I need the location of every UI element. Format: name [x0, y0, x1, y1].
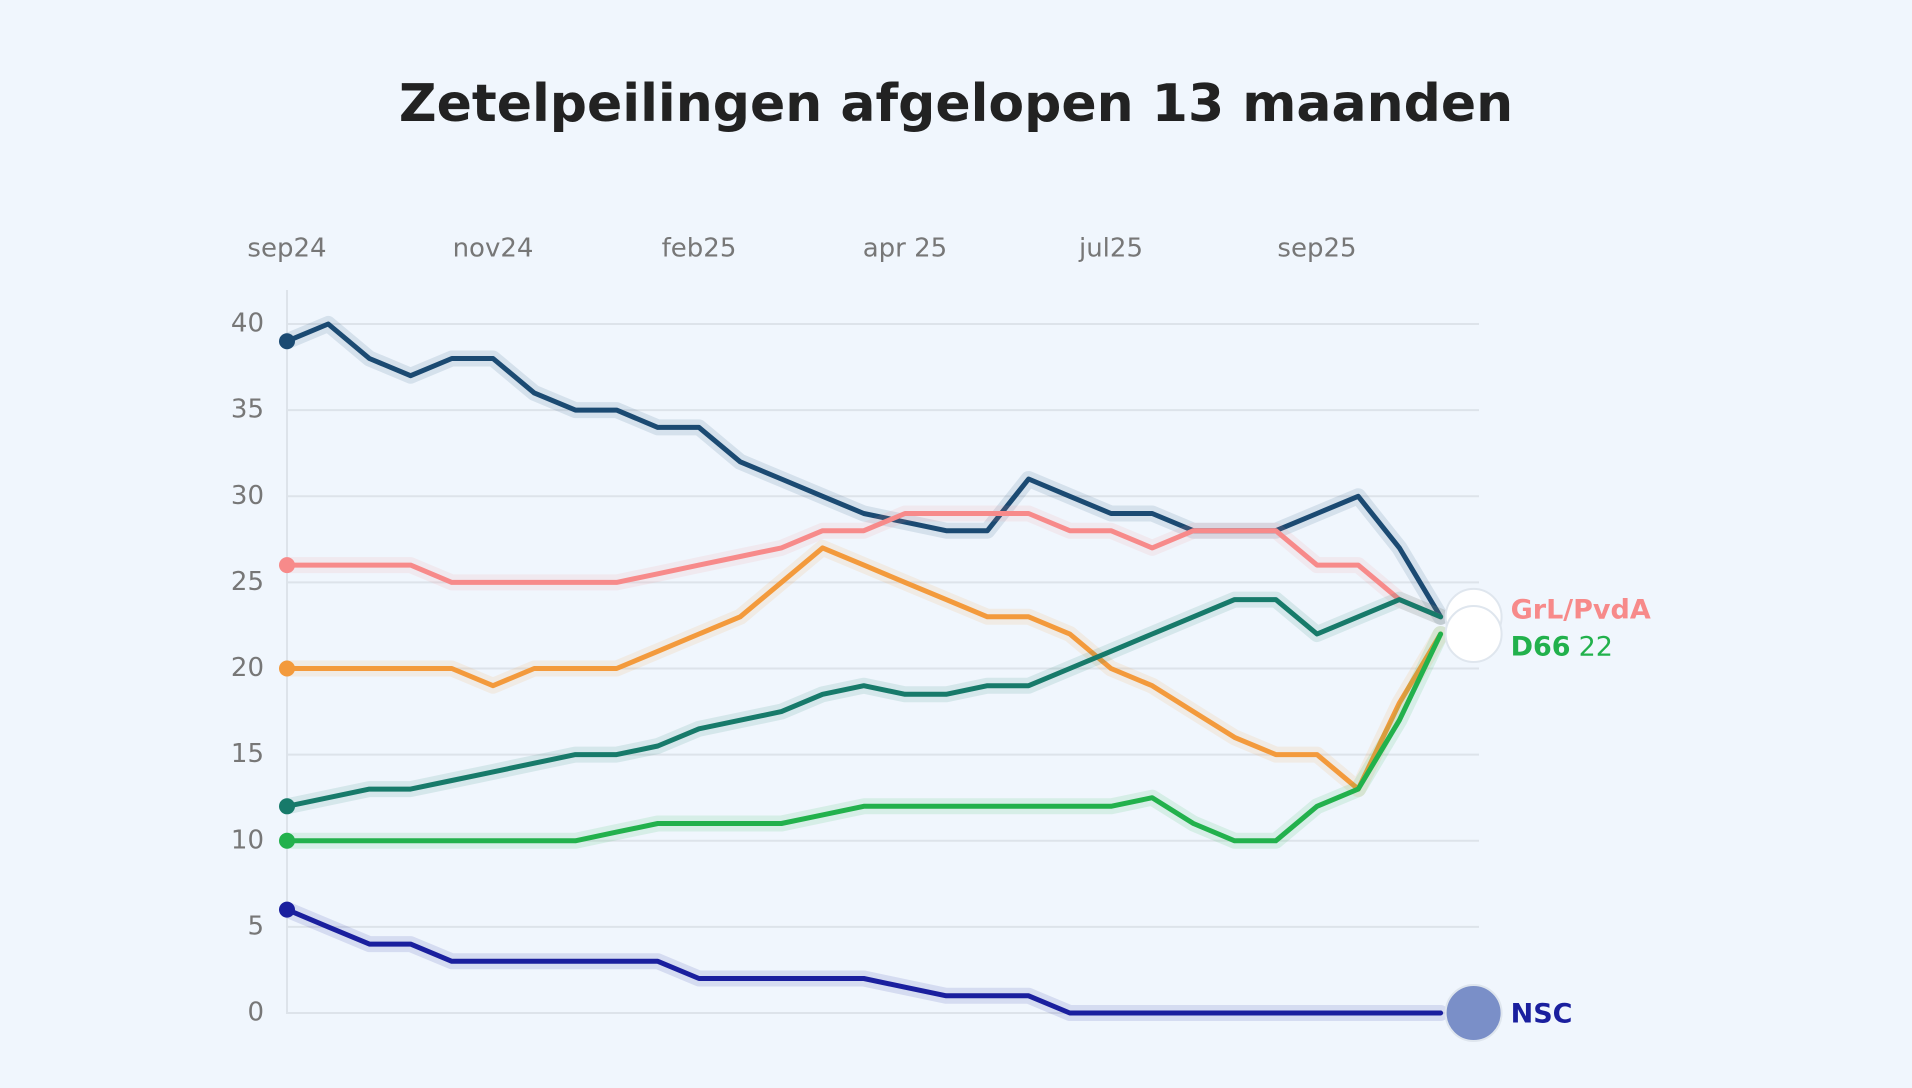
y-tick-label: 5	[247, 911, 264, 941]
x-tick-label: jul25	[1078, 234, 1143, 264]
start-dot	[279, 660, 295, 677]
line	[284, 907, 1444, 1016]
y-tick-label: 20	[231, 653, 264, 683]
party-logo	[1444, 605, 1503, 664]
y-tick-label: 15	[231, 739, 264, 769]
y-tick-label: 10	[231, 825, 264, 855]
y-tick-label: 25	[231, 567, 264, 597]
line	[284, 631, 1444, 844]
line	[284, 511, 1444, 620]
party-logo	[1444, 984, 1503, 1042]
line	[284, 545, 1444, 792]
start-dot	[279, 832, 295, 849]
line	[284, 597, 1444, 809]
x-tick-label: sep25	[1277, 234, 1356, 264]
y-tick-label: 30	[231, 481, 264, 511]
x-tick-label: nov24	[453, 234, 534, 264]
end-label: GrL/PvdA	[1511, 594, 1651, 625]
x-tick-label: sep24	[247, 234, 326, 264]
start-dot	[279, 557, 295, 574]
end-label: D66	[1511, 632, 1571, 663]
start-dot	[279, 333, 295, 350]
start-dot	[279, 798, 295, 815]
x-tick-label: feb25	[662, 234, 737, 264]
chart-title: Zetelpeilingen afgelopen 13 maanden	[399, 74, 1513, 134]
y-tick-label: 35	[231, 395, 264, 425]
line-glow	[279, 591, 1449, 815]
y-tick-label: 0	[247, 998, 264, 1028]
y-tick-label: 40	[231, 309, 264, 339]
end-label: NSC	[1511, 999, 1573, 1030]
start-dot	[279, 901, 295, 918]
x-tick-label: apr 25	[863, 234, 947, 264]
value-label: 22	[1579, 632, 1613, 663]
